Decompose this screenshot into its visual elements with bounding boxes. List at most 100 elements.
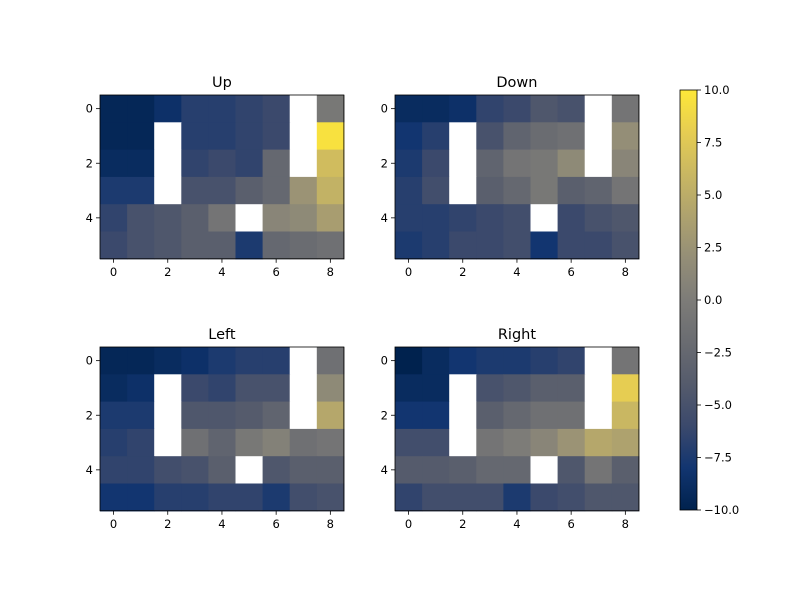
heatmap-cell xyxy=(289,176,318,205)
heatmap-cell xyxy=(422,428,450,457)
heatmap-cell xyxy=(476,401,504,430)
panel-title: Left xyxy=(208,327,236,343)
panel-down: Down 0 2 4 6 8 0 2 4 xyxy=(381,75,640,279)
heatmap-cell xyxy=(557,374,586,403)
heatmap-cell xyxy=(181,204,209,233)
heatmap-cell xyxy=(449,122,477,151)
heatmap-cell xyxy=(316,204,345,233)
heatmap-cell xyxy=(235,347,264,375)
heatmap-cell xyxy=(262,483,291,512)
heatmap-cell xyxy=(181,347,209,375)
y-tick-label: 4 xyxy=(381,211,388,225)
panel-title: Down xyxy=(496,75,537,91)
x-tick-label: 0 xyxy=(110,517,117,531)
heatmap-cell xyxy=(100,149,128,178)
heatmap-cell xyxy=(476,95,504,123)
heatmap-cell xyxy=(476,176,504,205)
heatmap-cell xyxy=(422,122,450,151)
heatmap-cell xyxy=(100,456,128,485)
x-tick-label: 6 xyxy=(567,517,574,531)
y-tick-label: 2 xyxy=(86,156,93,170)
x-tick-label: 2 xyxy=(459,265,466,279)
heatmap-cell xyxy=(127,347,155,375)
heatmap-cell xyxy=(584,428,613,457)
heatmap-cell xyxy=(422,149,450,178)
heatmap-cell xyxy=(181,456,209,485)
heatmap-cell xyxy=(503,401,532,430)
x-tick-label: 2 xyxy=(459,517,466,531)
heatmap-cell xyxy=(316,149,345,178)
heatmap-cell xyxy=(262,95,291,123)
heatmap-cell xyxy=(316,176,345,205)
heatmap-cell xyxy=(449,401,477,430)
heatmap-cell xyxy=(316,374,345,403)
heatmap-cell xyxy=(422,374,450,403)
heatmap-cell xyxy=(100,347,128,375)
heatmap-cell xyxy=(235,428,264,457)
x-tick-label: 6 xyxy=(272,517,279,531)
heatmap-cell xyxy=(235,122,264,151)
heatmap-cell xyxy=(584,231,613,260)
heatmap-cell xyxy=(289,374,318,403)
heatmap-cell xyxy=(154,95,182,123)
heatmap-cell xyxy=(557,456,586,485)
heatmap-cell xyxy=(100,401,128,430)
heatmap-cell xyxy=(289,231,318,260)
x-tick-label: 8 xyxy=(327,517,334,531)
heatmap-cell xyxy=(154,347,182,375)
x-tick-label: 6 xyxy=(272,265,279,279)
heatmap-cell xyxy=(557,428,586,457)
panel-left: Left 0 2 4 6 8 0 2 4 xyxy=(86,327,345,531)
heatmap-cell xyxy=(503,204,532,233)
heatmap-cell xyxy=(235,456,264,485)
heatmap-cell xyxy=(208,401,237,430)
heatmap-cell xyxy=(154,401,182,430)
heatmap-cell xyxy=(584,122,613,151)
heatmap-cell xyxy=(100,374,128,403)
heatmap-cell xyxy=(154,456,182,485)
heatmap-cell xyxy=(611,149,640,178)
heatmap-cell xyxy=(262,122,291,151)
heatmap-cell xyxy=(503,347,532,375)
x-tick-label: 0 xyxy=(405,265,412,279)
y-tick-label: 2 xyxy=(381,408,388,422)
heatmap-cell xyxy=(476,347,504,375)
heatmap-cell xyxy=(262,347,291,375)
heatmap-cell xyxy=(154,149,182,178)
heatmap-cell xyxy=(422,456,450,485)
heatmap-cell xyxy=(181,374,209,403)
heatmap-cell xyxy=(235,149,264,178)
heatmap-cell xyxy=(530,347,559,375)
heatmap-cell xyxy=(208,347,237,375)
heatmap-cell xyxy=(530,231,559,260)
heatmap-cell xyxy=(154,374,182,403)
heatmap-cell xyxy=(449,231,477,260)
heatmap-cell xyxy=(100,231,128,260)
heatmap-cell xyxy=(395,204,423,233)
heatmap-cell xyxy=(316,231,345,260)
heatmap-cell xyxy=(127,176,155,205)
heatmap-cell xyxy=(476,122,504,151)
heatmap-cell xyxy=(530,456,559,485)
x-tick-label: 8 xyxy=(622,265,629,279)
colorbar-tick-label: −5.0 xyxy=(704,398,732,412)
heatmap-cell xyxy=(208,95,237,123)
heatmap-cell xyxy=(557,204,586,233)
heatmap-cell xyxy=(422,347,450,375)
heatmap-cell xyxy=(208,122,237,151)
heatmap-cell xyxy=(262,374,291,403)
y-tick-label: 0 xyxy=(86,354,93,368)
x-tick-label: 4 xyxy=(218,265,225,279)
heatmap-cell xyxy=(154,204,182,233)
x-tick-label: 2 xyxy=(164,517,171,531)
heatmap-cell xyxy=(449,149,477,178)
heatmap-cell xyxy=(611,374,640,403)
heatmap-cell xyxy=(100,428,128,457)
heatmap-cell xyxy=(127,456,155,485)
heatmap-cell xyxy=(503,483,532,512)
heatmap-cell xyxy=(584,347,613,375)
heatmap-cell xyxy=(557,483,586,512)
heatmap-cell xyxy=(395,347,423,375)
heatmap-cell xyxy=(476,428,504,457)
heatmap-cell xyxy=(181,95,209,123)
